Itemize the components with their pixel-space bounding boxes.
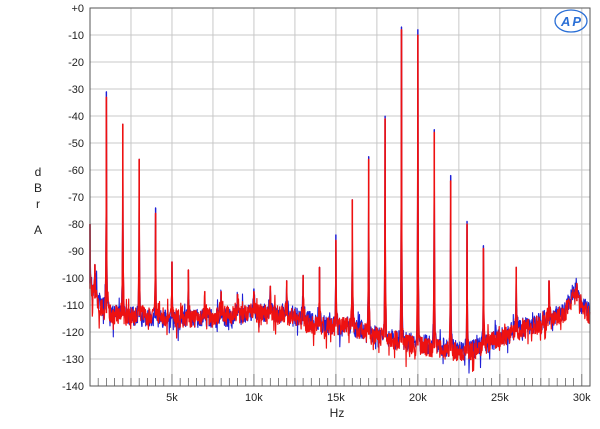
x-axis-label: Hz [330, 406, 345, 420]
series-layer [89, 26, 591, 374]
y-tick-label: +0 [71, 3, 84, 15]
y-tick-labels: +0 -10 -20 -30 -40 -50 -60 -70 -80 -90 -100 -110 -12… [62, 3, 84, 393]
y-tick-label: -100 [62, 273, 84, 285]
minor-ticks [97, 374, 583, 386]
y-tick-label: -80 [68, 219, 84, 231]
y-tick-label: -110 [63, 300, 84, 312]
y-tick-label: -120 [62, 327, 84, 339]
x-tick-label: 20k [409, 392, 427, 404]
y-tick-label: -20 [68, 57, 84, 69]
x-tick-label: 25k [491, 392, 509, 404]
y-axis-label-a: A [34, 223, 42, 237]
y-tick-label: -40 [68, 111, 84, 123]
x-tick-label: 10k [245, 392, 263, 404]
plot-frame [89, 7, 591, 387]
x-tick-label: 15k [327, 392, 345, 404]
ap-logo-text: AP [560, 14, 581, 29]
y-axis-label-b: B [34, 181, 42, 195]
y-tick-label: -60 [68, 165, 84, 177]
x-tick-label: 5k [166, 392, 178, 404]
x-tick-label: 30k [573, 392, 591, 404]
y-tick-label: -90 [68, 246, 84, 258]
y-tick-label: -30 [68, 84, 84, 96]
y-tick-label: -50 [68, 138, 84, 150]
y-tick-label: -10 [68, 30, 84, 42]
y-axis-label-d: d [35, 165, 42, 179]
ap-logo-ring [554, 9, 588, 33]
y-axis-label-r: r [36, 197, 40, 211]
series-line-red [89, 29, 591, 372]
y-tick-label: -70 [68, 192, 84, 204]
y-tick-label: -140 [62, 381, 84, 393]
x-tick-labels: 5k 10k 15k 20k 25k 30k [166, 392, 591, 404]
y-tick-label: -130 [62, 354, 84, 366]
